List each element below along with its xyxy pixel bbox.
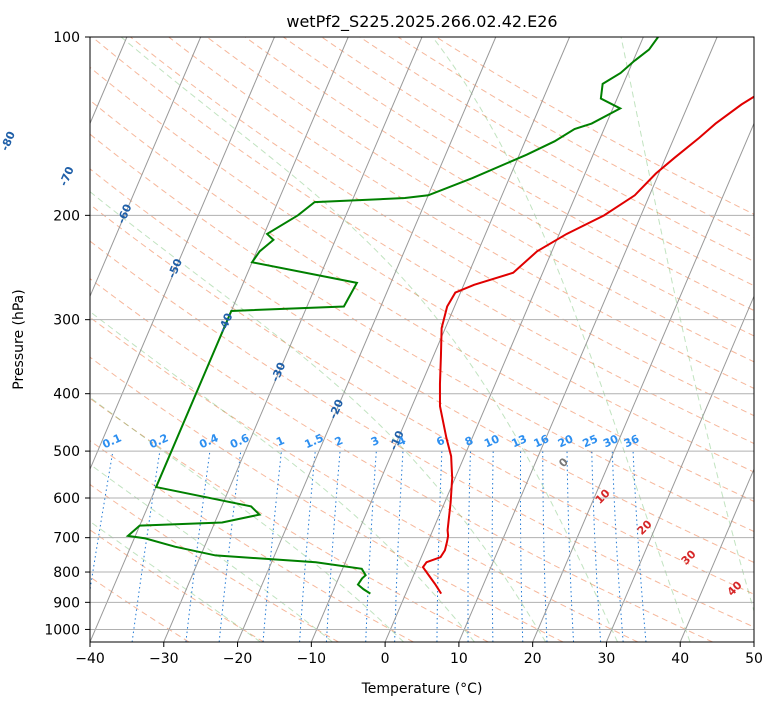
- y-tick-label: 600: [53, 491, 80, 507]
- y-tick-label: 700: [53, 531, 80, 547]
- y-axis-label: Pressure (hPa): [11, 289, 27, 389]
- y-tick-label: 100: [53, 30, 80, 46]
- moist-adiabat-line: [432, 37, 691, 642]
- mixing-ratio-label: 36: [622, 432, 642, 450]
- y-tick-label: 400: [53, 387, 80, 403]
- x-axis-label: Temperature (°C): [361, 681, 483, 697]
- dry-adiabat-line: [90, 133, 754, 533]
- temperature-profile-line: [421, 95, 754, 595]
- isotherm-label: -80: [0, 129, 18, 153]
- green-profile-line: [125, 37, 659, 595]
- isotherm-line: [90, 37, 275, 471]
- isotherm-line: [163, 37, 423, 642]
- moist-adiabat-line: [90, 310, 475, 642]
- isotherm-label: -70: [57, 164, 77, 188]
- dry-adiabat-line: [90, 240, 754, 628]
- plot-background: [90, 37, 754, 642]
- x-tick-label: 30: [598, 651, 616, 667]
- dry-adiabat-line: [90, 356, 564, 642]
- chart-title: wetPf2_S225.2025.266.02.42.E26: [286, 12, 557, 32]
- isotherm-line: [679, 467, 754, 642]
- mixing-ratio-line: [436, 451, 443, 642]
- mixing-ratio-line: [611, 451, 624, 642]
- isotherm-line: [384, 37, 644, 642]
- isotherm-line: [90, 37, 202, 298]
- mixing-ratio-line: [632, 451, 647, 642]
- mixing-ratio-line: [262, 451, 282, 642]
- mixing-ratio-line: [218, 451, 242, 642]
- y-tick-label: 1000: [44, 622, 80, 638]
- dry-adiabat-line: [244, 37, 754, 337]
- mixing-ratio-line: [491, 451, 494, 642]
- x-tick-label: 20: [524, 651, 542, 667]
- moist-adiabat-line: [90, 520, 261, 642]
- y-tick-label: 800: [53, 565, 80, 581]
- moist-adiabat-line: [120, 37, 618, 642]
- x-tick-label: 50: [745, 651, 763, 667]
- dry-adiabat-line: [90, 483, 339, 642]
- mixing-ratio-label: 30: [601, 432, 621, 450]
- mixing-ratio-line: [325, 451, 341, 642]
- moist-adiabat-line: [90, 463, 333, 642]
- dry-adiabat-line: [90, 397, 489, 642]
- x-tick-label: 40: [671, 651, 689, 667]
- dry-adiabat-line: [90, 529, 265, 642]
- mixing-ratio-line: [185, 451, 211, 642]
- isotherm-line: [605, 295, 754, 642]
- y-tick-label: 500: [53, 444, 80, 460]
- mixing-ratio-line: [566, 451, 575, 642]
- y-tick-label: 200: [53, 208, 80, 224]
- x-tick-label: −20: [223, 651, 253, 667]
- mixing-ratio-line: [365, 451, 377, 642]
- moist-adiabat-line: [90, 396, 404, 642]
- mixing-ratio-line: [542, 451, 548, 642]
- x-tick-label: 10: [450, 651, 468, 667]
- axes: −40 −30 −20 −10 0 10 20 30 40 50 100 200 300 400 500 60…: [44, 30, 763, 667]
- x-tick-label: −40: [75, 651, 105, 667]
- mixing-ratio-label: 20: [556, 432, 576, 450]
- mixing-ratio-label: 13: [510, 432, 529, 450]
- mixing-ratio-line: [591, 451, 602, 642]
- x-tick-label: 0: [381, 651, 390, 667]
- dry-adiabat-line: [90, 99, 754, 502]
- y-tick-label: 900: [53, 595, 80, 611]
- dry-adiabat-line: [90, 278, 713, 642]
- mixing-ratio-line: [519, 451, 524, 642]
- x-tick-label: −10: [297, 651, 327, 667]
- dry-adiabat-line: [90, 203, 754, 595]
- moist-adiabat-line: [620, 37, 754, 613]
- isotherm-line: [753, 640, 754, 642]
- mixing-ratio-line: [299, 451, 316, 642]
- isotherm-line: [458, 37, 718, 642]
- plot-frame: [89, 36, 755, 643]
- data-lines: [125, 37, 754, 595]
- dry-adiabat-line: [91, 37, 754, 445]
- y-tick-label: 300: [53, 313, 80, 329]
- dry-adiabat-line: [283, 37, 754, 312]
- x-tick-label: −30: [149, 651, 179, 667]
- mixing-ratio-label: 25: [581, 432, 600, 450]
- mixing-ratio-label: 16: [532, 432, 552, 450]
- dry-adiabat-line: [90, 316, 639, 642]
- mixing-ratio-line: [90, 451, 114, 593]
- isotherm-line: [532, 122, 754, 642]
- isotherm-line: [237, 37, 497, 642]
- reference-lines: [90, 37, 754, 642]
- dry-adiabat-line: [130, 37, 754, 417]
- mixing-ratio-label: 10: [482, 432, 502, 450]
- mixing-ratio-line: [467, 451, 471, 642]
